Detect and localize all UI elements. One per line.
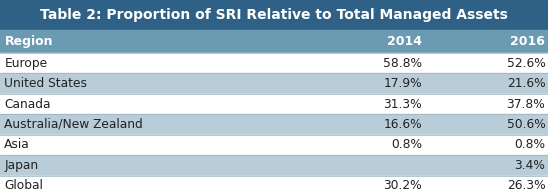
Text: 30.2%: 30.2% bbox=[384, 179, 422, 192]
Text: 58.8%: 58.8% bbox=[383, 57, 422, 70]
Text: Asia: Asia bbox=[4, 138, 30, 151]
Text: Canada: Canada bbox=[4, 98, 51, 111]
Bar bbox=[0, 30, 548, 53]
Text: Australia/New Zealand: Australia/New Zealand bbox=[4, 118, 143, 131]
Bar bbox=[0, 94, 548, 114]
Text: Europe: Europe bbox=[4, 57, 48, 70]
Text: 3.4%: 3.4% bbox=[515, 159, 545, 172]
Text: 52.6%: 52.6% bbox=[506, 57, 545, 70]
Text: 16.6%: 16.6% bbox=[384, 118, 422, 131]
Text: 0.8%: 0.8% bbox=[391, 138, 422, 151]
Text: 21.6%: 21.6% bbox=[507, 77, 545, 90]
Text: 26.3%: 26.3% bbox=[507, 179, 545, 192]
Text: 37.8%: 37.8% bbox=[506, 98, 545, 111]
Bar bbox=[0, 73, 548, 94]
Bar bbox=[0, 155, 548, 176]
Text: 17.9%: 17.9% bbox=[384, 77, 422, 90]
Text: United States: United States bbox=[4, 77, 87, 90]
Bar bbox=[0, 135, 548, 155]
Bar bbox=[0, 0, 548, 30]
Text: 31.3%: 31.3% bbox=[384, 98, 422, 111]
Text: Global: Global bbox=[4, 179, 43, 192]
Text: 2016: 2016 bbox=[510, 35, 545, 48]
Bar bbox=[0, 176, 548, 196]
Text: 0.8%: 0.8% bbox=[514, 138, 545, 151]
Text: 2014: 2014 bbox=[387, 35, 422, 48]
Text: 50.6%: 50.6% bbox=[506, 118, 545, 131]
Text: Table 2: Proportion of SRI Relative to Total Managed Assets: Table 2: Proportion of SRI Relative to T… bbox=[40, 8, 508, 22]
Text: Region: Region bbox=[4, 35, 53, 48]
Bar bbox=[0, 53, 548, 73]
Text: Japan: Japan bbox=[4, 159, 38, 172]
Bar bbox=[0, 114, 548, 135]
